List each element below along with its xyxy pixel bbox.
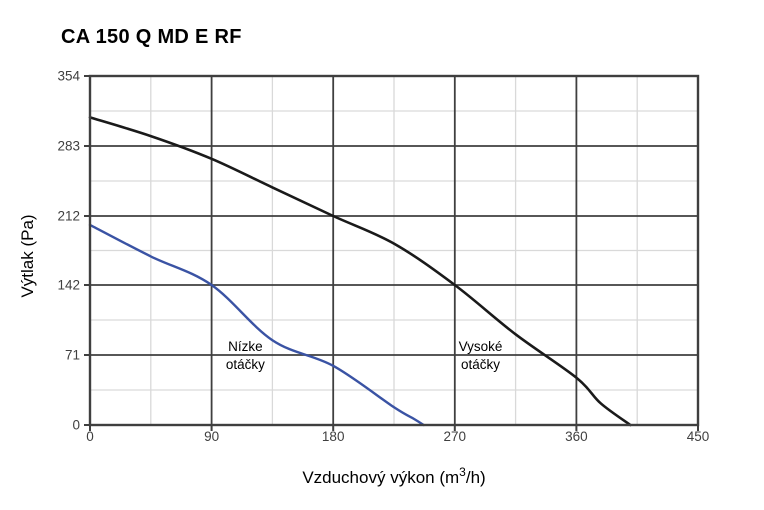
axis-tick-marks xyxy=(84,75,699,431)
x-axis-title: Vzduchový výkon (m3/h) xyxy=(302,465,485,487)
y-tick-label: 283 xyxy=(57,138,80,153)
x-tick-label: 360 xyxy=(565,429,588,444)
performance-curves xyxy=(88,116,632,427)
plot-area-border xyxy=(88,74,700,427)
chart-title: CA 150 Q MD E RF xyxy=(61,26,242,48)
curve-label-line: Nízke xyxy=(228,339,263,354)
minor-gridlines xyxy=(90,76,698,425)
y-tick-label: 0 xyxy=(72,418,80,433)
curve-high-speed xyxy=(88,116,632,427)
y-tick-label: 71 xyxy=(65,348,80,363)
x-axis-title-superscript: 3 xyxy=(459,465,466,479)
x-tick-label: 0 xyxy=(86,429,94,444)
plot-border xyxy=(88,74,700,427)
curve-label-line: otáčky xyxy=(226,357,265,372)
x-tick-label: 90 xyxy=(204,429,219,444)
curve-annotations: Nízke otáčky Vysoké otáčky xyxy=(226,339,502,372)
x-axis-tick-labels: 0 90 180 270 360 450 xyxy=(86,429,709,444)
curve-low-speed xyxy=(88,223,425,427)
x-axis-title-prefix: Vzduchový výkon (m xyxy=(302,468,459,487)
curve-label-line: Vysoké xyxy=(459,339,503,354)
curve-label-line: otáčky xyxy=(461,357,500,372)
x-tick-label: 450 xyxy=(687,429,710,444)
x-tick-label: 270 xyxy=(444,429,467,444)
y-tick-label: 142 xyxy=(57,278,80,293)
x-axis-title-suffix: /h) xyxy=(466,468,486,487)
x-tick-label: 180 xyxy=(322,429,345,444)
y-tick-label: 354 xyxy=(57,69,80,84)
y-tick-label: 212 xyxy=(57,208,80,223)
y-axis-tick-labels: 0 71 142 212 283 354 xyxy=(57,69,80,433)
y-axis-title: Výtlak (Pa) xyxy=(18,214,37,297)
